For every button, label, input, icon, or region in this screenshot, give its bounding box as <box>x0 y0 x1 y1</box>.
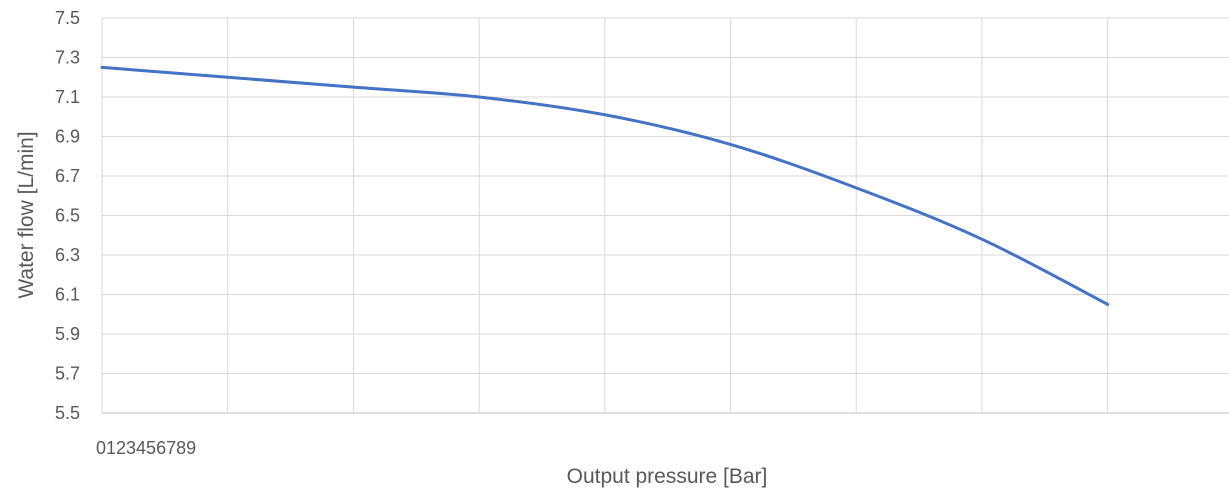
x-axis-tick-labels: 0123456789 <box>96 438 196 458</box>
y-tick-label: 5.7 <box>55 364 80 384</box>
y-axis-ticks: 5.5 5.7 5.9 6.1 6.3 6.5 6.7 6.9 7.1 7.3 7.5 <box>55 8 80 423</box>
y-tick-label: 6.7 <box>55 166 80 186</box>
x-axis-title: Output pressure [Bar] <box>567 465 768 488</box>
y-tick-label: 6.5 <box>55 206 80 226</box>
series-line <box>100 65 1110 306</box>
y-tick-label: 5.9 <box>55 324 80 344</box>
grid <box>101 17 1229 414</box>
y-tick-label: 5.5 <box>55 403 80 423</box>
y-tick-label: 6.3 <box>55 245 80 265</box>
y-tick-label: 7.5 <box>55 8 80 28</box>
y-tick-label: 7.1 <box>55 87 80 107</box>
y-tick-label: 7.3 <box>55 48 80 68</box>
y-tick-label: 6.1 <box>55 285 80 305</box>
y-axis-title: Water flow [L/min] <box>15 131 38 298</box>
y-tick-label: 6.9 <box>55 127 80 147</box>
